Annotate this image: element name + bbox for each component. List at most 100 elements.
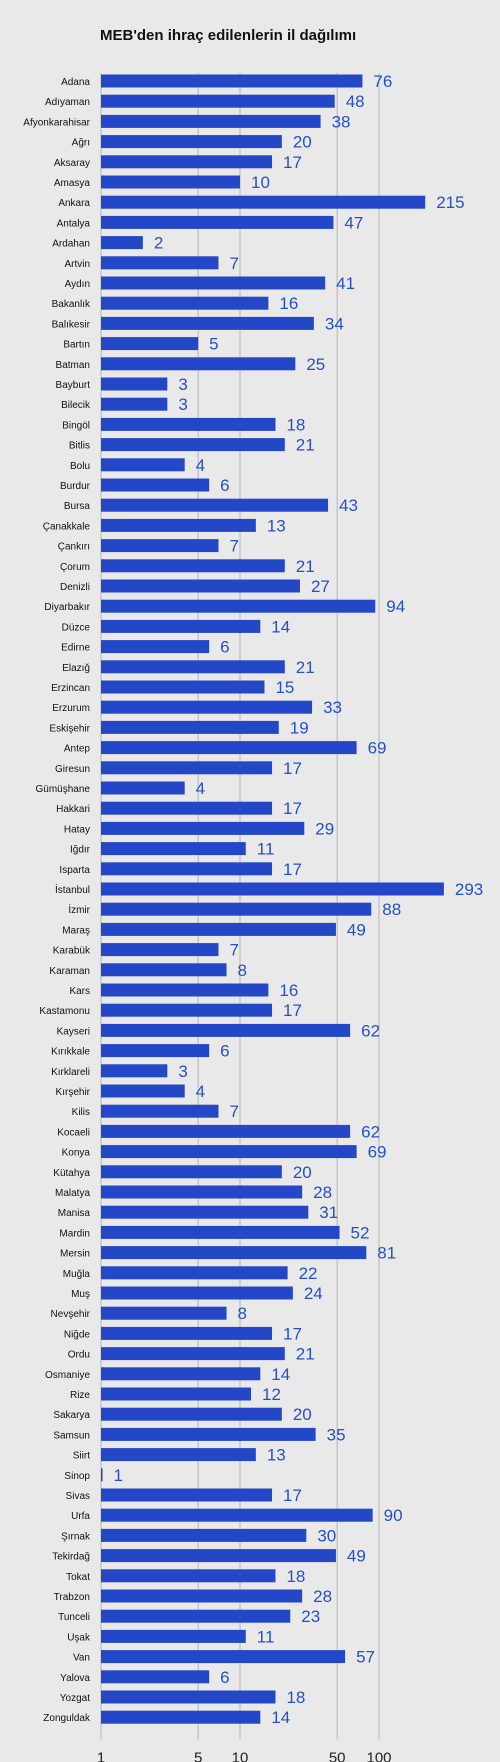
category-label: Afyonkarahisar — [23, 117, 90, 128]
value-label: 6 — [220, 476, 229, 495]
category-label: Düzce — [62, 622, 91, 633]
bar — [101, 498, 329, 512]
value-label: 90 — [384, 1506, 403, 1525]
category-label: Manisa — [58, 1208, 91, 1219]
value-label: 7 — [229, 537, 238, 556]
category-label: Kars — [69, 986, 90, 997]
value-label: 29 — [315, 819, 334, 838]
category-label: Sinop — [64, 1471, 90, 1482]
category-label: Amasya — [54, 178, 91, 189]
category-label: Ordu — [68, 1350, 90, 1361]
category-label: Konya — [62, 1148, 91, 1159]
chart-title: MEB'den ihraç edilenlerin il dağılımı — [100, 27, 356, 44]
category-label: Elazığ — [62, 663, 90, 674]
bar — [101, 741, 357, 755]
value-label: 22 — [299, 1264, 318, 1283]
value-label: 13 — [267, 516, 286, 535]
value-label: 30 — [317, 1526, 336, 1545]
value-label: 14 — [271, 1365, 290, 1384]
x-tick-label: 50 — [329, 1749, 346, 1762]
bar — [101, 256, 219, 270]
value-label: 6 — [220, 638, 229, 657]
value-label: 17 — [283, 799, 302, 818]
value-label: 14 — [271, 1708, 290, 1727]
bar — [101, 155, 273, 169]
bar — [101, 1690, 276, 1704]
value-label: 14 — [271, 617, 290, 636]
value-label: 3 — [178, 395, 187, 414]
value-label: 15 — [275, 678, 294, 697]
value-label: 49 — [347, 920, 366, 939]
category-label: Niğde — [64, 1329, 91, 1340]
category-label: Hakkari — [56, 804, 90, 815]
category-label: Urfa — [71, 1511, 90, 1522]
category-label: Adana — [61, 77, 90, 88]
category-label: Osmaniye — [45, 1370, 90, 1381]
category-label: Çanakkale — [43, 521, 91, 532]
category-label: Tokat — [66, 1572, 90, 1583]
category-label: Mardin — [59, 1228, 90, 1239]
category-label: Muş — [71, 1289, 90, 1300]
value-label: 10 — [251, 173, 270, 192]
value-label: 17 — [283, 860, 302, 879]
bar — [101, 1205, 309, 1219]
category-label: Aksaray — [54, 158, 90, 169]
value-label: 16 — [279, 294, 298, 313]
category-label: Karabük — [53, 946, 91, 957]
value-label: 57 — [356, 1648, 375, 1667]
value-label: 52 — [351, 1223, 370, 1242]
bar — [101, 74, 363, 88]
category-label: Eskişehir — [49, 723, 90, 734]
value-label: 17 — [283, 1486, 302, 1505]
category-label: Kocaeli — [57, 1127, 90, 1138]
bar — [101, 1347, 285, 1361]
value-label: 76 — [373, 72, 392, 91]
bar — [101, 619, 261, 633]
category-label: Antalya — [57, 218, 91, 229]
value-label: 62 — [361, 1122, 380, 1141]
category-label: Burdur — [60, 481, 91, 492]
bar — [101, 862, 273, 876]
category-label: Trabzon — [54, 1592, 90, 1603]
value-label: 21 — [296, 658, 315, 677]
bar — [101, 1670, 210, 1684]
value-label: 17 — [283, 759, 302, 778]
value-label: 47 — [344, 213, 363, 232]
category-label: Adıyaman — [45, 97, 90, 108]
bar — [101, 599, 376, 613]
category-label: Yozgat — [60, 1693, 90, 1704]
value-label: 7 — [229, 1102, 238, 1121]
category-label: Bursa — [64, 501, 91, 512]
value-label: 69 — [368, 739, 387, 758]
category-label: Sakarya — [53, 1410, 90, 1421]
category-label: Ardahan — [52, 239, 90, 250]
category-label: Bitlis — [69, 441, 90, 452]
bar — [101, 1064, 168, 1078]
category-label: Bayburt — [56, 380, 91, 391]
value-label: 69 — [368, 1143, 387, 1162]
value-label: 20 — [293, 1163, 312, 1182]
value-label: 1 — [114, 1466, 123, 1485]
category-label: Bakanlık — [52, 299, 91, 310]
x-tick-label: 10 — [232, 1749, 249, 1762]
value-label: 6 — [220, 1042, 229, 1061]
bar — [101, 640, 210, 654]
bar — [101, 1145, 357, 1159]
category-label: Ankara — [58, 198, 90, 209]
bar — [101, 1609, 291, 1623]
bar — [101, 922, 336, 936]
value-label: 35 — [327, 1425, 346, 1444]
bar — [101, 1549, 336, 1563]
bar — [101, 195, 426, 209]
value-label: 28 — [313, 1183, 332, 1202]
category-label: Erzurum — [52, 703, 90, 714]
value-label: 20 — [293, 1405, 312, 1424]
bar — [101, 1246, 367, 1260]
bar — [101, 1023, 351, 1037]
value-label: 21 — [296, 436, 315, 455]
category-label: Sivas — [66, 1491, 90, 1502]
bar — [101, 680, 265, 694]
bar — [101, 94, 335, 108]
value-label: 2 — [154, 234, 163, 253]
